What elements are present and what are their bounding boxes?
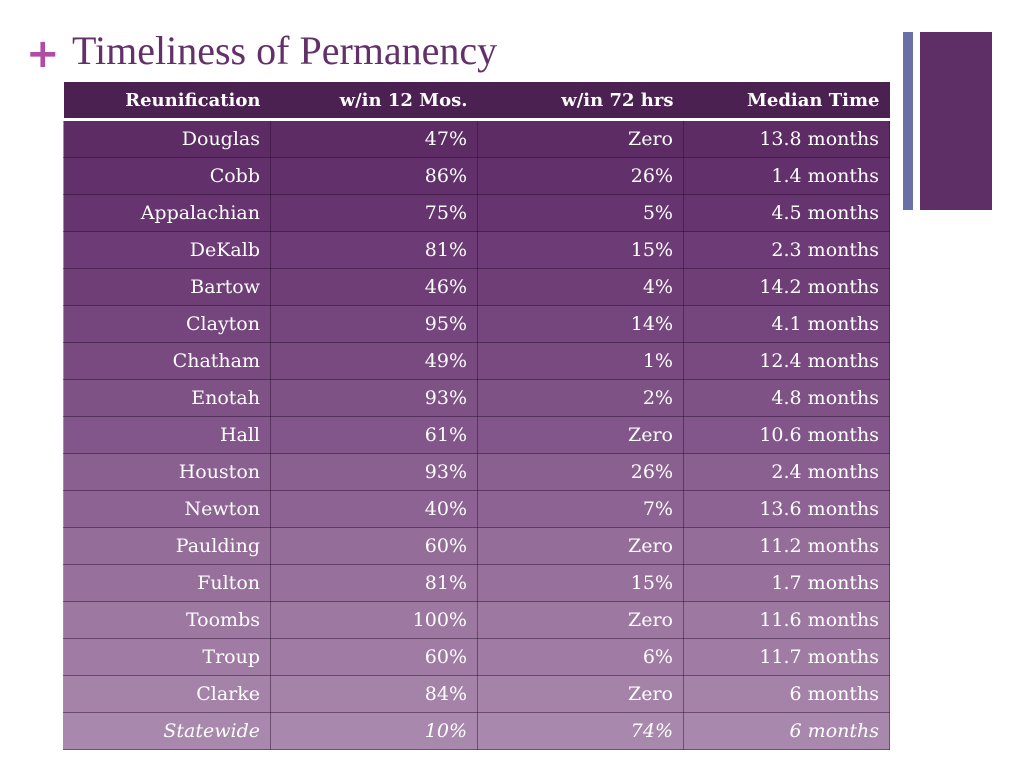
within-12-months-cell: 81% (270, 564, 478, 602)
table-row: Chatham 49% 1% 12.4 months (63, 342, 890, 380)
table-body: Douglas 47% Zero 13.8 months Cobb 86% 26% 1.4 m… (63, 119, 890, 750)
median-time-cell: 2.3 months (683, 231, 890, 269)
permanency-table: Reunification w/in 12 Mos. w/in 72 hrs M… (63, 82, 890, 750)
header-median-time: Median Time (683, 82, 890, 121)
within-12-months-cell: 95% (270, 305, 478, 343)
within-12-months-cell: 61% (270, 416, 478, 454)
median-time-cell: 4.5 months (683, 194, 890, 232)
median-time-cell: 1.7 months (683, 564, 890, 602)
row-label: Paulding (63, 527, 271, 565)
within-72-hours-cell: 74% (477, 712, 684, 750)
median-time-cell: 4.1 months (683, 305, 890, 343)
table-row: Appalachian 75% 5% 4.5 months (63, 194, 890, 232)
within-72-hours-cell: Zero (477, 119, 684, 158)
within-72-hours-cell: 14% (477, 305, 684, 343)
row-label: Houston (63, 453, 271, 491)
accent-bar-wide (920, 32, 992, 210)
median-time-cell: 11.7 months (683, 638, 890, 676)
within-12-months-cell: 93% (270, 453, 478, 491)
row-label: Toombs (63, 601, 271, 639)
row-label: Statewide (63, 712, 271, 750)
within-12-months-cell: 81% (270, 231, 478, 269)
row-label: Clarke (63, 675, 271, 713)
row-label: DeKalb (63, 231, 271, 269)
table-row: Houston 93% 26% 2.4 months (63, 453, 890, 491)
within-72-hours-cell: Zero (477, 416, 684, 454)
row-label: Enotah (63, 379, 271, 417)
within-72-hours-cell: Zero (477, 675, 684, 713)
header-reunification: Reunification (63, 82, 271, 121)
plus-icon: + (26, 31, 60, 77)
table-header-row: Reunification w/in 12 Mos. w/in 72 hrs M… (63, 82, 890, 121)
median-time-cell: 13.6 months (683, 490, 890, 528)
row-label: Fulton (63, 564, 271, 602)
median-time-cell: 2.4 months (683, 453, 890, 491)
row-label: Troup (63, 638, 271, 676)
within-12-months-cell: 47% (270, 119, 478, 158)
row-label: Cobb (63, 157, 271, 195)
within-72-hours-cell: 26% (477, 453, 684, 491)
table-row: Clayton 95% 14% 4.1 months (63, 305, 890, 343)
median-time-cell: 6 months (683, 675, 890, 713)
within-12-months-cell: 84% (270, 675, 478, 713)
row-label: Hall (63, 416, 271, 454)
row-label: Newton (63, 490, 271, 528)
table-row: Enotah 93% 2% 4.8 months (63, 379, 890, 417)
within-72-hours-cell: 1% (477, 342, 684, 380)
median-time-cell: 11.2 months (683, 527, 890, 565)
table-row: Cobb 86% 26% 1.4 months (63, 157, 890, 195)
table-row: DeKalb 81% 15% 2.3 months (63, 231, 890, 269)
table-row: Fulton 81% 15% 1.7 months (63, 564, 890, 602)
within-72-hours-cell: 26% (477, 157, 684, 195)
within-12-months-cell: 93% (270, 379, 478, 417)
table-row: Clarke 84% Zero 6 months (63, 675, 890, 713)
header-within-72-hours: w/in 72 hrs (477, 82, 684, 121)
table-row: Newton 40% 7% 13.6 months (63, 490, 890, 528)
median-time-cell: 6 months (683, 712, 890, 750)
within-12-months-cell: 60% (270, 638, 478, 676)
within-72-hours-cell: 4% (477, 268, 684, 306)
median-time-cell: 4.8 months (683, 379, 890, 417)
row-label: Appalachian (63, 194, 271, 232)
row-label: Clayton (63, 305, 271, 343)
within-72-hours-cell: 5% (477, 194, 684, 232)
summary-row: Statewide 10% 74% 6 months (63, 712, 890, 750)
median-time-cell: 14.2 months (683, 268, 890, 306)
table-row: Troup 60% 6% 11.7 months (63, 638, 890, 676)
within-12-months-cell: 10% (270, 712, 478, 750)
table-row: Bartow 46% 4% 14.2 months (63, 268, 890, 306)
within-72-hours-cell: Zero (477, 527, 684, 565)
table-row: Paulding 60% Zero 11.2 months (63, 527, 890, 565)
median-time-cell: 1.4 months (683, 157, 890, 195)
within-12-months-cell: 49% (270, 342, 478, 380)
within-12-months-cell: 40% (270, 490, 478, 528)
median-time-cell: 10.6 months (683, 416, 890, 454)
header-within-12-months: w/in 12 Mos. (270, 82, 478, 121)
slide-title: Timeliness of Permanency (72, 28, 498, 73)
within-12-months-cell: 75% (270, 194, 478, 232)
row-label: Chatham (63, 342, 271, 380)
table-row: Douglas 47% Zero 13.8 months (63, 119, 890, 158)
table-row: Toombs 100% Zero 11.6 months (63, 601, 890, 639)
median-time-cell: 13.8 months (683, 119, 890, 158)
table-row: Hall 61% Zero 10.6 months (63, 416, 890, 454)
accent-bar-thin (903, 32, 913, 210)
within-12-months-cell: 46% (270, 268, 478, 306)
within-12-months-cell: 100% (270, 601, 478, 639)
within-72-hours-cell: 6% (477, 638, 684, 676)
within-72-hours-cell: 2% (477, 379, 684, 417)
within-72-hours-cell: 7% (477, 490, 684, 528)
row-label: Douglas (63, 119, 271, 158)
within-72-hours-cell: Zero (477, 601, 684, 639)
within-12-months-cell: 86% (270, 157, 478, 195)
median-time-cell: 12.4 months (683, 342, 890, 380)
median-time-cell: 11.6 months (683, 601, 890, 639)
within-12-months-cell: 60% (270, 527, 478, 565)
within-72-hours-cell: 15% (477, 231, 684, 269)
within-72-hours-cell: 15% (477, 564, 684, 602)
row-label: Bartow (63, 268, 271, 306)
